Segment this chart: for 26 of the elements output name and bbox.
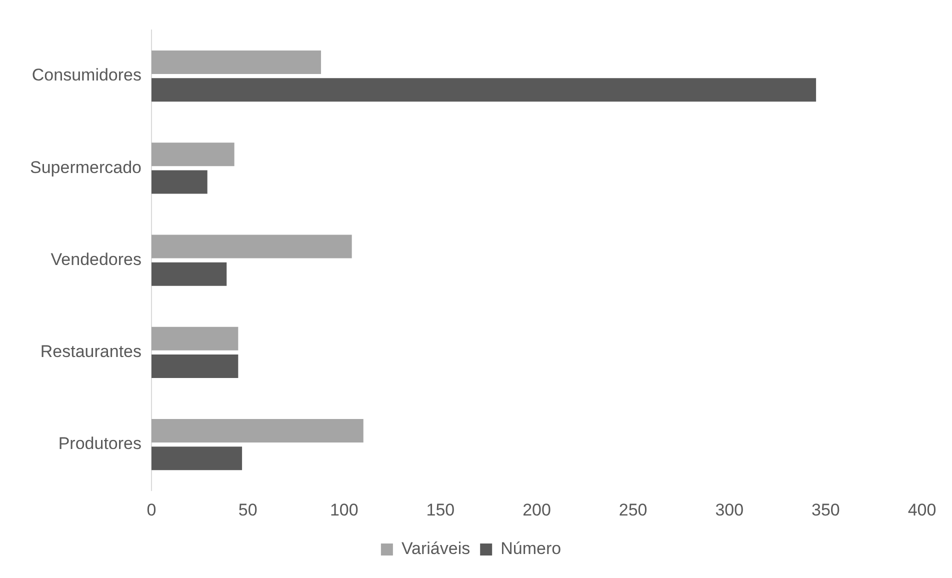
y-tick-label: Consumidores	[32, 66, 142, 85]
bar	[152, 234, 352, 258]
bar	[152, 142, 234, 166]
x-tick-label: 200	[522, 500, 551, 520]
x-tick-label: 100	[330, 500, 358, 520]
y-tick-label: Restaurantes	[40, 342, 142, 362]
x-tick-label: 350	[812, 500, 840, 520]
bar	[152, 262, 227, 286]
bar	[152, 418, 364, 442]
x-tick-label: 50	[238, 500, 258, 520]
bar	[152, 170, 208, 194]
bar	[152, 326, 238, 350]
bar	[152, 354, 238, 378]
y-tick-label: Supermercado	[30, 158, 142, 177]
x-tick-label: 250	[618, 500, 648, 520]
bar	[152, 50, 322, 74]
bar	[152, 446, 242, 470]
x-tick-label: 150	[426, 500, 455, 520]
x-tick-label: 0	[146, 500, 156, 520]
legend-label: Número	[500, 539, 562, 558]
legend-label: Variáveis	[401, 539, 470, 558]
x-tick-label: 400	[908, 500, 936, 520]
y-tick-label: Vendedores	[50, 250, 142, 269]
bar	[152, 78, 816, 102]
y-tick-label: Produtores	[58, 434, 142, 454]
x-tick-label: 300	[715, 500, 744, 520]
